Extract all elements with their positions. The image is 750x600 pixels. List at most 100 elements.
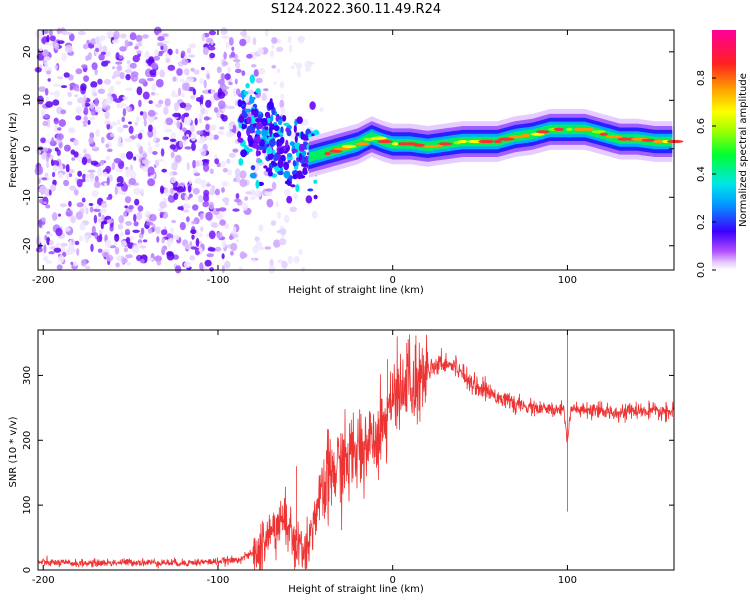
noise-blob: [304, 60, 313, 69]
noise-blob: [195, 160, 200, 167]
noise-blob: [201, 66, 205, 71]
noise-blob: [224, 260, 231, 269]
noise-blob: [205, 123, 210, 131]
noise-blob: [193, 172, 201, 177]
colorbar: 0.0 0.2 0.4 0.6 0.8 Normalized spectral ampl…: [696, 30, 749, 278]
ridge-blob: [246, 148, 253, 152]
noise-blob: [53, 83, 61, 87]
noise-blob: [210, 222, 218, 228]
noise-blob: [233, 59, 241, 63]
noise-blob: [80, 83, 87, 91]
noise-blob: [81, 100, 86, 109]
ridge-blob: [286, 195, 293, 204]
noise-blob: [38, 86, 46, 92]
noise-blob: [60, 109, 67, 115]
noise-blob: [168, 237, 174, 244]
noise-blob: [122, 124, 129, 129]
ridge-hotspot: [521, 133, 531, 138]
noise-blob: [82, 120, 88, 125]
noise-blob: [142, 153, 148, 159]
noise-blob: [208, 201, 214, 210]
noise-blob: [206, 253, 214, 258]
noise-blob: [124, 69, 133, 73]
noise-blob: [198, 112, 204, 119]
noise-blob: [75, 115, 82, 121]
heatmap-x-axis-label: Height of straight line (km): [288, 285, 424, 296]
ridge-blob: [298, 143, 305, 152]
noise-blob: [172, 76, 177, 82]
ridge-hotspot: [536, 130, 550, 134]
noise-blob: [176, 121, 181, 129]
noise-blob: [57, 76, 64, 80]
ridge-blob: [277, 118, 283, 126]
noise-blob: [291, 65, 295, 70]
noise-blob: [233, 178, 237, 182]
noise-blob: [135, 34, 143, 43]
noise-blob: [264, 190, 273, 197]
noise-blob: [166, 251, 175, 261]
noise-blob: [161, 237, 165, 244]
noise-blob: [87, 169, 96, 173]
noise-blob: [70, 149, 76, 155]
noise-blob: [183, 261, 192, 269]
ridge-blob: [274, 153, 279, 158]
ridge-hotspot: [371, 136, 387, 140]
noise-blob: [170, 132, 176, 140]
noise-blob: [91, 190, 99, 198]
noise-blob: [67, 101, 73, 106]
noise-blob: [121, 192, 127, 196]
heatmap-x-ticks: -200 -100 0 100: [32, 30, 577, 286]
noise-blob: [277, 259, 284, 264]
noise-blob: [47, 233, 54, 237]
noise-blob: [124, 205, 128, 209]
noise-blob: [180, 205, 184, 211]
colorbar-tick-label: 0.0: [696, 262, 707, 278]
noise-blob: [119, 46, 127, 52]
noise-blob: [39, 185, 47, 195]
noise-blob: [239, 266, 243, 272]
ridge-blob: [289, 141, 295, 147]
noise-blob: [301, 267, 306, 272]
noise-blob: [281, 260, 288, 269]
ridge-hotspot: [653, 139, 664, 144]
noise-blob: [74, 240, 80, 246]
noise-blob: [271, 181, 277, 190]
colorbar-tick-label: 0.2: [696, 214, 707, 230]
noise-blob: [83, 148, 87, 154]
ridge-hotspot: [355, 142, 370, 146]
noise-blob: [245, 191, 253, 195]
noise-blob: [244, 196, 249, 201]
noise-blob: [231, 46, 235, 51]
noise-blob: [132, 54, 140, 63]
noise-blob: [120, 103, 127, 107]
noise-blob: [225, 42, 230, 49]
ridge-hotspot: [329, 149, 343, 153]
noise-blob: [191, 142, 196, 151]
noise-blob: [222, 168, 228, 173]
ridge-hotspot: [413, 143, 426, 147]
noise-blob: [125, 221, 133, 226]
noise-blob: [99, 35, 107, 41]
noise-blob: [208, 230, 216, 240]
noise-blob: [137, 41, 143, 46]
noise-blob: [46, 70, 52, 75]
noise-blob: [104, 239, 112, 248]
noise-blob: [117, 119, 121, 125]
noise-blob: [146, 77, 154, 82]
noise-blob: [163, 106, 169, 116]
ridge-blob: [251, 108, 256, 116]
noise-blob: [165, 57, 171, 64]
snr-frame: [37, 329, 675, 571]
noise-blob: [172, 187, 180, 191]
noise-blob: [124, 196, 132, 204]
noise-blob: [100, 202, 108, 208]
noise-blob: [271, 37, 278, 44]
noise-blob: [81, 64, 88, 69]
noise-blob: [35, 30, 43, 38]
ridge-blob: [305, 195, 313, 204]
noise-blob: [85, 207, 89, 215]
noise-blob: [170, 187, 174, 194]
ridge-blob: [303, 141, 308, 145]
noise-blob: [75, 211, 84, 220]
ridge-blob: [273, 157, 278, 162]
